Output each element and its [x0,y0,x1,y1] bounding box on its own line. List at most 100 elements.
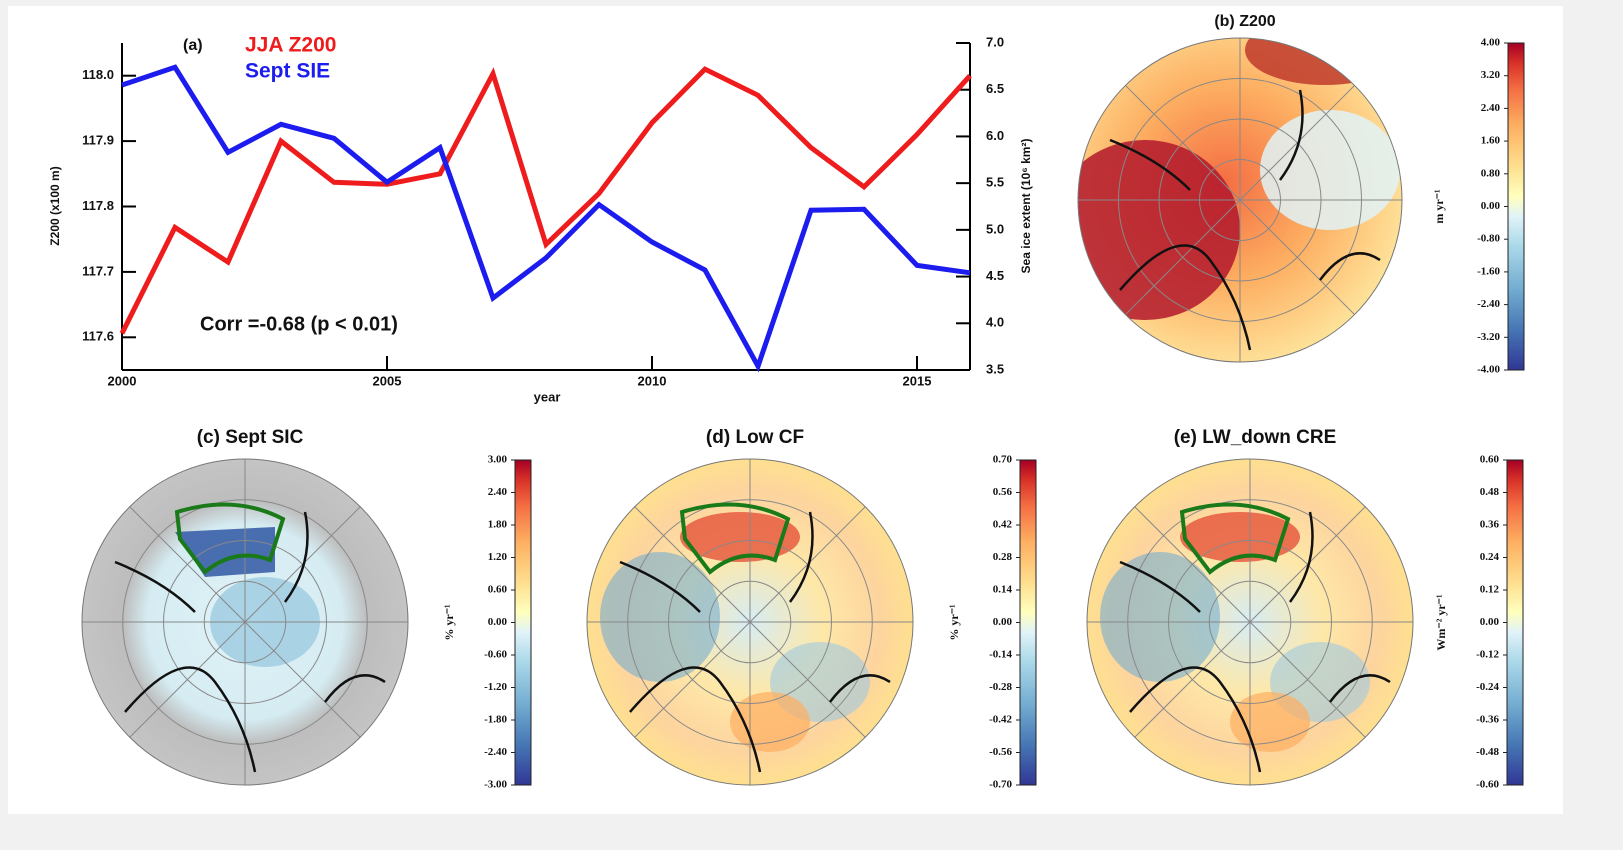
colorbar-tick-label: -0.48 [1476,746,1499,758]
colorbar-tick-label: -0.36 [1476,714,1499,726]
map-feature [1078,140,1240,320]
y2-tick-label: 4.5 [986,268,1004,283]
x-tick-label: 2005 [373,373,402,388]
colorbar-tick-label: -4.00 [1477,364,1500,376]
series-line [119,66,972,335]
colorbar-tick-label: 1.20 [488,551,508,563]
map-feature [680,512,800,562]
y-tick-label: 117.7 [82,263,114,278]
y2-tick-label: 5.0 [986,221,1004,236]
y-tick-label: 118.0 [82,67,114,82]
coastline [619,511,891,773]
colorbar-tick-label: -0.60 [1476,779,1499,791]
colorbar-tick-label: -0.56 [989,746,1012,758]
y-tick-label: 117.8 [82,198,114,213]
colorbar-tick-label: 2.40 [1481,102,1501,114]
coastline [114,511,386,773]
map-feature [1260,110,1400,230]
colorbar-tick-label: -0.60 [484,649,507,661]
colorbar-tick-label: 0.60 [488,584,508,596]
colorbar-tick-label: 0.12 [1480,584,1500,596]
y-axis-label: Z200 (x100 m) [48,166,62,245]
colorbar-tick-label: 0.24 [1480,551,1500,563]
colorbar-label: % yr⁻¹ [442,604,456,641]
series-line [121,64,971,373]
colorbar-tick-label: -3.00 [484,779,507,791]
coastline [1119,511,1391,773]
meridian [1134,506,1366,738]
x-axis-label: year [534,389,561,404]
colorbar-tick-label: 0.00 [1480,616,1500,628]
colorbar-tick-label: 0.00 [993,616,1013,628]
colorbar [1506,459,1524,786]
colorbar-tick-label: -1.80 [484,714,507,726]
colorbar [1019,459,1037,786]
colorbar-tick-label: 2.40 [488,486,508,498]
colorbar-tick-label: -3.20 [1477,331,1500,343]
y2-tick-label: 6.5 [986,81,1004,96]
colorbar-tick-label: -1.20 [484,681,507,693]
map-border [1077,37,1403,363]
legend-label: Sept SIE [245,60,330,83]
colorbar-tick-label: 1.60 [1481,135,1501,147]
colorbar-label: Wm⁻² yr⁻¹ [1434,594,1448,651]
colorbar-tick-label: 0.56 [993,486,1013,498]
map-feature [1100,552,1220,682]
colorbar-tick-label: -1.60 [1477,265,1500,277]
colorbar-tick-label: -0.28 [989,681,1012,693]
map-border [81,458,409,786]
colorbar-label: m yr⁻¹ [1432,189,1446,224]
panel-title: (d) Low CF [706,427,804,448]
meridian [129,506,361,738]
y-tick-label: 117.6 [82,329,114,344]
colorbar-tick-label: 0.36 [1480,519,1500,531]
colorbar-tick-label: -0.14 [989,649,1012,661]
polar-map [82,459,408,785]
y2-tick-label: 7.0 [986,34,1004,49]
coastline [1109,89,1381,351]
polar-map [1078,38,1402,362]
map-border [586,458,914,786]
colorbar-tick-label: 0.00 [1481,200,1501,212]
colorbar-tick-label: -0.12 [1476,649,1499,661]
colorbar-tick-label: 0.28 [993,551,1013,563]
polar-map [587,459,913,785]
x-tick-label: 2015 [903,373,932,388]
polar-map [1087,459,1413,785]
y2-tick-label: 4.0 [986,315,1004,330]
colorbar [1507,42,1525,371]
colorbar-tick-label: -0.24 [1476,681,1499,693]
colorbar [514,459,532,786]
colorbar-tick-label: 0.42 [993,519,1013,531]
y2-tick-label: 5.5 [986,175,1004,190]
panel-title: (a) [183,37,203,54]
panel-title: (b) Z200 [1214,13,1275,30]
colorbar-tick-label: 0.14 [993,584,1013,596]
colorbar-tick-label: 0.70 [993,454,1013,466]
meridian [634,506,866,738]
map-feature [1180,512,1300,562]
legend-label: JJA Z200 [245,34,336,57]
y2-tick-label: 6.0 [986,128,1004,143]
colorbar-tick-label: 4.00 [1481,37,1501,49]
region-box [174,502,286,575]
colorbar-tick-label: 0.00 [488,616,508,628]
region-box [679,502,791,575]
colorbar-tick-label: -2.40 [1477,298,1500,310]
map-feature [600,552,720,682]
colorbar-tick-label: -0.70 [989,779,1012,791]
colorbar-tick-label: 0.80 [1481,167,1501,179]
x-tick-label: 2010 [638,373,667,388]
annotation: Corr =-0.68 (p < 0.01) [200,313,398,335]
colorbar-tick-label: 3.00 [488,454,508,466]
map-border [1086,458,1414,786]
colorbar-tick-label: 0.60 [1480,454,1500,466]
colorbar-tick-label: 3.20 [1481,69,1501,81]
x-tick-label: 2000 [108,373,137,388]
colorbar-tick-label: -0.80 [1477,233,1500,245]
colorbar-tick-label: -0.42 [989,714,1012,726]
region-box [1179,502,1291,575]
colorbar-tick-label: 0.48 [1480,486,1500,498]
